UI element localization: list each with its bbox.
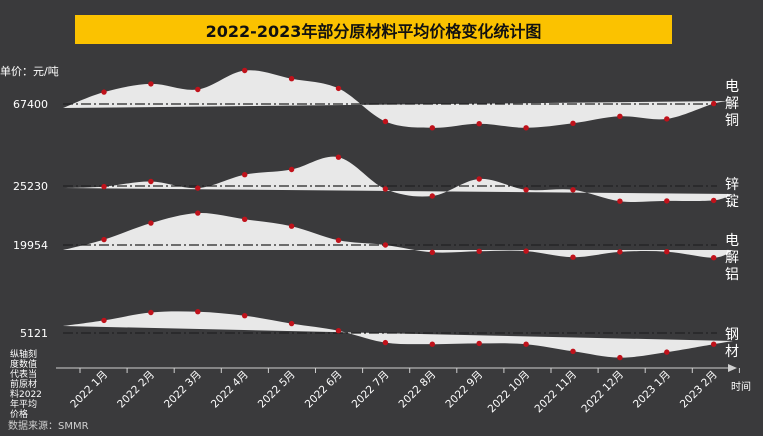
marker-aluminum-14 xyxy=(711,255,717,261)
marker-steel-6 xyxy=(335,328,342,334)
marker-aluminum-5 xyxy=(288,223,295,229)
marker-aluminum-10 xyxy=(523,248,529,254)
marker-steel-2 xyxy=(148,309,154,316)
area-zinc xyxy=(63,156,733,202)
reference-value-copper: 67400 xyxy=(13,98,48,111)
marker-zinc-10 xyxy=(523,187,529,193)
marker-zinc-4 xyxy=(242,172,248,178)
marker-copper-4 xyxy=(242,67,248,74)
marker-aluminum-11 xyxy=(570,254,576,260)
footnote: 纵轴刻度数值代表当前原材料2022年平均价格 xyxy=(10,350,42,420)
series-name-zinc: 锌锭 xyxy=(725,177,739,210)
marker-zinc-12 xyxy=(617,198,623,204)
marker-aluminum-1 xyxy=(101,236,107,243)
marker-copper-6 xyxy=(335,85,342,92)
x-tick-label-10: 2022 10月 xyxy=(486,369,533,416)
x-tick-label-2: 2022 2月 xyxy=(115,369,157,411)
marker-steel-11 xyxy=(570,348,576,354)
marker-copper-10 xyxy=(523,125,529,131)
marker-copper-5 xyxy=(288,76,295,82)
x-tick-label-1: 2022 1月 xyxy=(68,369,110,411)
marker-steel-1 xyxy=(101,317,107,324)
x-tick-label-12: 2022 12月 xyxy=(579,369,626,416)
marker-zinc-9 xyxy=(476,176,482,182)
marker-copper-11 xyxy=(570,120,576,127)
x-tick-label-6: 2022 6月 xyxy=(303,369,345,411)
marker-zinc-6 xyxy=(335,154,342,160)
reference-value-steel: 5121 xyxy=(20,327,48,340)
area-aluminum xyxy=(63,213,733,258)
marker-steel-9 xyxy=(476,340,482,347)
marker-copper-7 xyxy=(382,118,389,125)
marker-copper-8 xyxy=(429,125,435,131)
marker-copper-1 xyxy=(101,89,107,95)
reference-line-layer xyxy=(63,103,717,334)
x-axis-arrow-icon xyxy=(728,364,737,372)
x-axis-title: 时间 xyxy=(731,382,751,393)
x-tick-label-11: 2022 11月 xyxy=(533,369,580,416)
x-tick-label-7: 2022 7月 xyxy=(350,369,392,411)
marker-aluminum-9 xyxy=(476,248,482,254)
marker-steel-3 xyxy=(195,309,201,315)
marker-copper-12 xyxy=(617,113,623,120)
marker-steel-5 xyxy=(288,320,295,327)
x-tick-label-8: 2022 8月 xyxy=(397,369,439,411)
marker-steel-14 xyxy=(711,341,717,347)
series-name-steel: 钢材 xyxy=(725,327,739,360)
chart-title-text: 2022-2023年部分原材料平均价格变化统计图 xyxy=(205,21,542,41)
marker-aluminum-12 xyxy=(617,249,623,255)
marker-aluminum-3 xyxy=(195,210,201,216)
marker-aluminum-6 xyxy=(335,237,342,243)
x-axis: 2022 1月 2022 2月 2022 3月 2022 4月 2022 5月 2022 … xyxy=(56,364,740,416)
series-name-aluminum: 电解铝 xyxy=(725,233,739,283)
marker-steel-8 xyxy=(429,341,435,347)
area-steel xyxy=(63,311,733,358)
marker-aluminum-2 xyxy=(148,220,154,226)
marker-aluminum-4 xyxy=(242,216,248,222)
x-tick-label-13: 2023 1月 xyxy=(631,369,673,411)
marker-steel-12 xyxy=(617,354,623,361)
y-axis-unit-label: 单价：元/吨 xyxy=(0,65,59,78)
marker-copper-13 xyxy=(664,116,670,122)
x-tick-label-5: 2022 5月 xyxy=(256,369,298,411)
marker-zinc-5 xyxy=(288,166,295,173)
chart-title: 2022-2023年部分原材料平均价格变化统计图 xyxy=(75,15,672,44)
marker-aluminum-7 xyxy=(382,242,389,248)
marker-copper-3 xyxy=(195,86,201,93)
series-name-copper: 电解铜 xyxy=(725,79,739,129)
marker-steel-10 xyxy=(523,341,529,347)
marker-zinc-2 xyxy=(148,178,154,185)
marker-zinc-14 xyxy=(711,197,717,204)
reference-value-zinc: 25230 xyxy=(13,180,48,193)
marker-zinc-13 xyxy=(664,198,670,204)
x-tick-label-3: 2022 3月 xyxy=(162,369,204,411)
x-tick-label-14: 2023 2月 xyxy=(678,369,720,411)
area-copper xyxy=(63,70,733,128)
marker-copper-14 xyxy=(711,100,717,107)
marker-zinc-11 xyxy=(570,187,576,193)
marker-zinc-8 xyxy=(429,193,435,199)
data-source: 数据来源：SMMR xyxy=(8,421,89,432)
marker-copper-2 xyxy=(148,81,154,87)
marker-zinc-1 xyxy=(101,183,107,190)
area-layer xyxy=(63,70,733,358)
marker-steel-13 xyxy=(664,349,670,355)
marker-zinc-7 xyxy=(382,186,389,192)
marker-zinc-3 xyxy=(195,185,201,191)
reference-value-aluminum: 19954 xyxy=(13,239,48,252)
marker-copper-9 xyxy=(476,121,482,127)
marker-aluminum-13 xyxy=(664,249,670,255)
x-tick-label-4: 2022 4月 xyxy=(209,369,251,411)
marker-layer xyxy=(101,67,717,361)
marker-steel-7 xyxy=(382,339,389,346)
x-tick-label-9: 2022 9月 xyxy=(443,369,485,411)
marker-steel-4 xyxy=(242,313,248,319)
marker-aluminum-8 xyxy=(429,249,435,255)
